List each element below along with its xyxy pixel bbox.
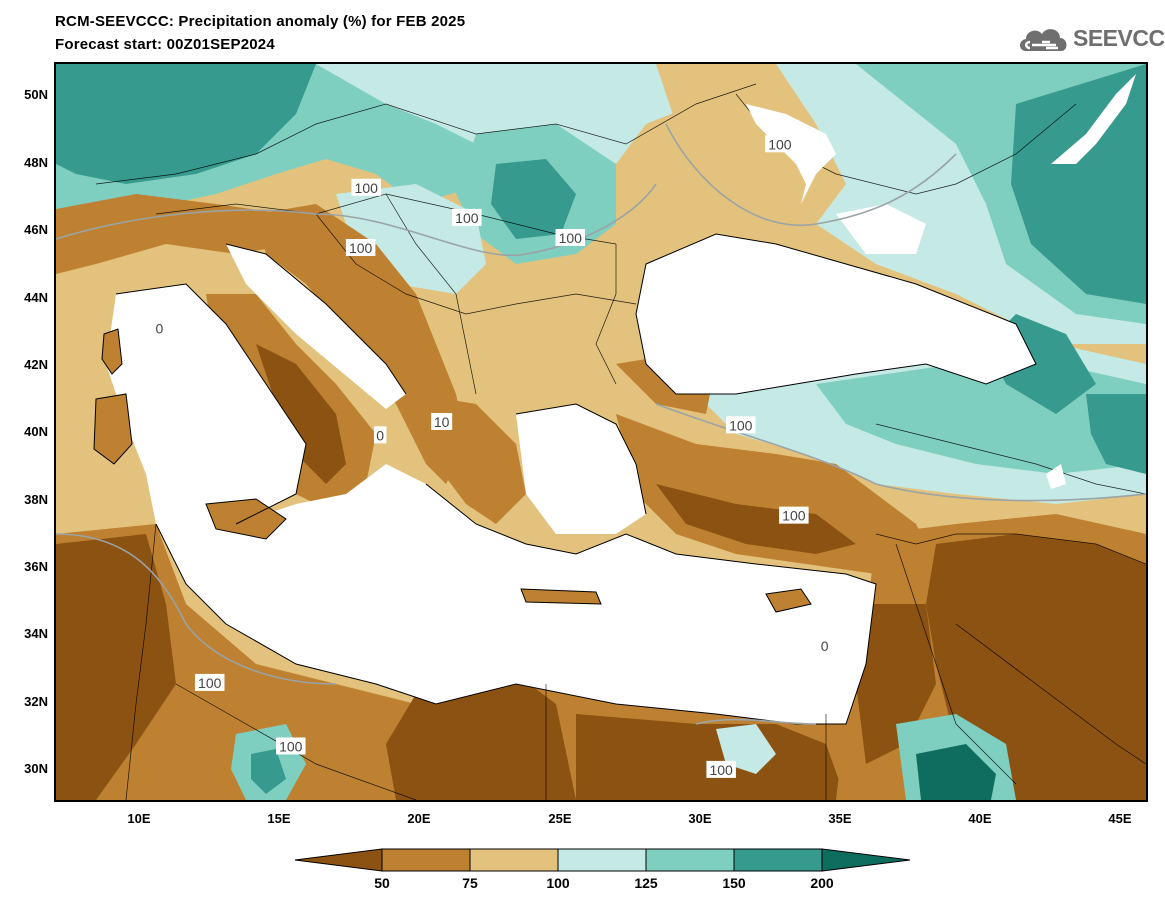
coastlines	[115, 233, 1037, 725]
contour-label: 10	[434, 414, 450, 430]
cloud-logo-icon	[1020, 29, 1067, 51]
sea-aegean	[516, 404, 646, 534]
dry-zone-turkey	[616, 414, 936, 574]
contour-label: 100	[198, 675, 222, 691]
very-wet-spot-arabia	[916, 744, 996, 800]
lon-label: 15E	[267, 811, 291, 826]
lon-label: 20E	[407, 811, 431, 826]
colorbar-segment-3	[557, 848, 647, 872]
very-dry-zone-italy	[256, 344, 346, 484]
sea-ionian-mediterranean	[156, 464, 876, 724]
very-wet-zone-germany	[56, 64, 316, 184]
contour-label: 100	[768, 136, 792, 152]
lat-label: 48N	[24, 155, 48, 170]
contour-label-bg	[373, 426, 387, 444]
island-corsica	[101, 328, 123, 375]
colorbar-label: 125	[634, 875, 658, 891]
island-cyprus	[765, 588, 812, 613]
lat-label: 46N	[24, 222, 48, 237]
very-dry-zone-tunisia	[56, 534, 176, 800]
lon-label: 45E	[1108, 811, 1132, 826]
lat-label: 50N	[24, 87, 48, 102]
contour-label: 100	[559, 230, 583, 246]
contour-label: 100	[355, 180, 379, 196]
contour-label-bg	[431, 412, 453, 430]
contour-label-bg	[194, 673, 225, 691]
contour-label-bg	[706, 760, 736, 778]
lat-label: 36N	[24, 559, 48, 574]
lat-label: 34N	[24, 626, 48, 641]
white-sliver-russia	[1051, 74, 1136, 164]
contour-label: 100	[709, 762, 733, 778]
island-sardinia	[93, 393, 133, 465]
contour-label-bg	[276, 737, 306, 755]
lat-label: 38N	[24, 492, 48, 507]
contour-label-bg	[345, 239, 376, 256]
colorbar-segment-6	[821, 848, 911, 872]
lon-label: 30E	[688, 811, 712, 826]
lat-label: 44N	[24, 290, 48, 305]
contour-label: 100	[782, 508, 806, 524]
contour-label-bg	[555, 228, 586, 246]
very-dry-zone-turkey	[656, 484, 856, 554]
chart-title: RCM-SEEVCCC: Precipitation anomaly (%) f…	[55, 13, 466, 30]
very-wet-zone-georgia	[1086, 394, 1146, 474]
lat-label: 40N	[24, 424, 48, 439]
colorbar-segment-0	[294, 848, 383, 872]
lat-label: 30N	[24, 761, 48, 776]
seevccc-logo: SEEVCCC	[1016, 20, 1165, 56]
logo-text: SEEVCCC	[1073, 24, 1165, 51]
lat-label: 42N	[24, 357, 48, 372]
very-wet-spot-libya	[251, 749, 286, 794]
very-dry-zone-libya	[386, 674, 576, 800]
sea-tyrrhenian	[106, 284, 306, 534]
white-sliver-turkey	[1046, 464, 1066, 489]
colorbar-label: 150	[722, 875, 746, 891]
contour-label-bg	[818, 637, 831, 655]
very-wet-zone-russia	[1011, 64, 1146, 304]
colorbar-segment-1	[381, 848, 471, 872]
island-crete	[520, 588, 602, 605]
colorbar-label: 100	[546, 875, 570, 891]
contour-label-bg	[725, 416, 756, 434]
forecast-start-subtitle: Forecast start: 00Z01SEP2024	[55, 36, 275, 53]
contour-label-bg	[779, 506, 809, 524]
sea-black	[636, 234, 1036, 394]
contour-label: 100	[349, 240, 373, 256]
colorbar-label: 50	[374, 875, 390, 891]
colorbar-label: 75	[462, 875, 478, 891]
colorbar-segment-2	[469, 848, 559, 872]
contour-label-bg	[765, 135, 795, 153]
contour-label: 0	[821, 638, 829, 654]
lon-label: 10E	[127, 811, 151, 826]
very-dry-zone-egypt	[576, 714, 846, 800]
dry-zone-ukraine	[656, 64, 846, 224]
contour-label: 0	[376, 427, 384, 443]
contour-label: 100	[455, 210, 479, 226]
contour-label-bg	[153, 319, 166, 337]
lon-label: 35E	[828, 811, 852, 826]
wet-zone-poland	[316, 64, 706, 174]
contour-label: 100	[279, 738, 303, 754]
lon-label: 25E	[548, 811, 572, 826]
contour-label: 100	[729, 417, 753, 433]
map-area: 100 100 100 100 100 100 100 100 100 100 0 0 10 0	[54, 62, 1148, 802]
contour-label: 0	[156, 320, 164, 336]
colorbar-label: 200	[810, 875, 834, 891]
contour-label-bg	[351, 178, 381, 196]
colorbar-segment-5	[733, 848, 823, 872]
colorbar-segment-4	[645, 848, 735, 872]
lon-label: 40E	[968, 811, 992, 826]
lat-label: 32N	[24, 694, 48, 709]
colorbar	[294, 848, 911, 872]
sea-adriatic	[226, 244, 406, 409]
very-wet-zone-carpathians	[491, 159, 576, 239]
contour-label-bg	[452, 208, 482, 226]
white-sliver-ukraine	[746, 104, 836, 204]
sea-azov	[836, 204, 926, 254]
